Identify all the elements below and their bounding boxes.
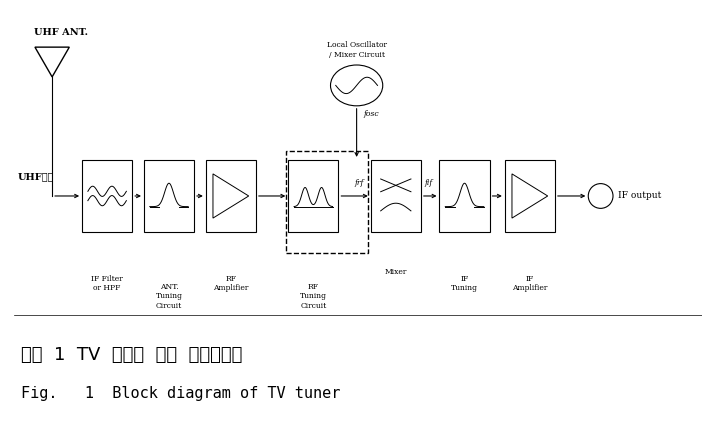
Text: Fig.   1  Block diagram of TV tuner: Fig. 1 Block diagram of TV tuner bbox=[21, 386, 341, 401]
Bar bbox=[289, 160, 339, 232]
Text: RF
Tuning
Circuit: RF Tuning Circuit bbox=[300, 283, 326, 310]
Bar bbox=[82, 160, 132, 232]
Bar bbox=[505, 160, 555, 232]
Bar bbox=[371, 160, 421, 232]
Bar bbox=[286, 152, 368, 253]
Text: ANT.
Tuning
Circuit: ANT. Tuning Circuit bbox=[155, 283, 183, 310]
Text: frf: frf bbox=[354, 179, 364, 187]
Bar bbox=[440, 160, 490, 232]
Text: UHF ANT.: UHF ANT. bbox=[34, 27, 87, 36]
Bar bbox=[205, 160, 256, 232]
Text: UHF신호: UHF신호 bbox=[18, 172, 54, 181]
Text: IF Filter
or HPF: IF Filter or HPF bbox=[91, 275, 123, 292]
Text: Local Oscillator
/ Mixer Circuit: Local Oscillator / Mixer Circuit bbox=[326, 41, 387, 58]
Text: RF
Amplifier: RF Amplifier bbox=[213, 275, 248, 292]
Text: IF
Amplifier: IF Amplifier bbox=[512, 275, 548, 292]
Text: fif: fif bbox=[425, 179, 432, 187]
Bar bbox=[144, 160, 194, 232]
Text: IF
Tuning: IF Tuning bbox=[451, 275, 478, 292]
Text: 그림  1  TV  류너의  블록  다이어그램: 그림 1 TV 류너의 블록 다이어그램 bbox=[21, 346, 243, 365]
Text: Mixer: Mixer bbox=[384, 268, 407, 276]
Text: IF output: IF output bbox=[618, 191, 661, 201]
Text: fosc: fosc bbox=[364, 110, 379, 118]
